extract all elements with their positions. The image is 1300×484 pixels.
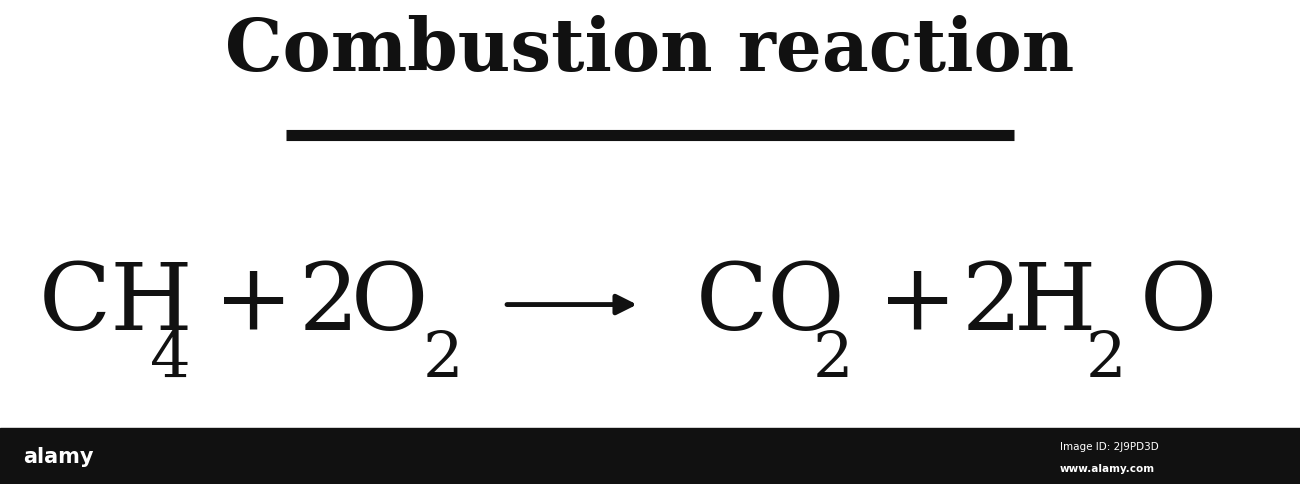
Text: Combustion reaction: Combustion reaction [225,15,1075,85]
Text: 2: 2 [1086,330,1126,391]
Text: Image ID: 2J9PD3D: Image ID: 2J9PD3D [1060,441,1158,451]
Text: +: + [214,258,294,348]
Text: +: + [878,258,957,348]
Text: alamy: alamy [23,446,94,466]
Text: 2: 2 [422,330,463,391]
Text: O: O [351,258,429,348]
Text: O: O [1140,258,1218,348]
Text: 2: 2 [962,258,1022,348]
Text: 2: 2 [299,258,359,348]
Text: 2: 2 [812,330,853,391]
Text: H: H [1014,258,1096,348]
Text: www.alamy.com: www.alamy.com [1060,463,1154,473]
Text: CO: CO [696,258,845,348]
Bar [0,428,1300,484]
Text: 4: 4 [150,330,190,391]
Text: CH: CH [39,258,194,348]
